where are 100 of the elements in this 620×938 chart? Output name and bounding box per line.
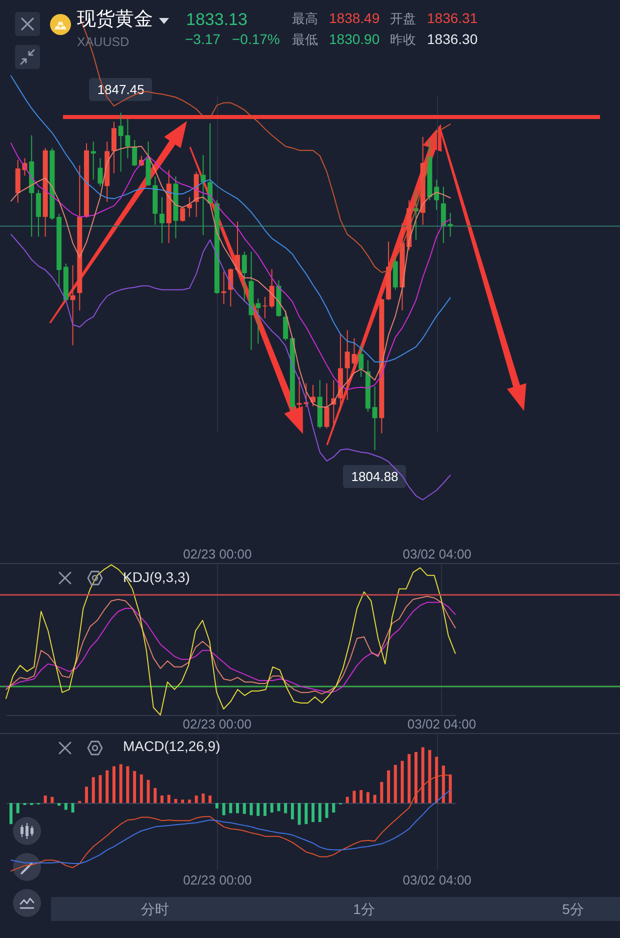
bar	[126, 766, 130, 803]
text: 分时	[141, 901, 169, 917]
bar	[146, 780, 150, 803]
bar	[44, 796, 47, 803]
candlestick	[90, 141, 96, 180]
bar	[366, 792, 370, 803]
text: 1836.30	[427, 31, 478, 47]
x-tick-label: 02/23 00:00	[183, 872, 252, 888]
bar	[448, 774, 452, 803]
text: 开盘	[390, 11, 416, 26]
bar	[414, 752, 418, 803]
candlestick	[283, 310, 288, 341]
candlestick	[372, 386, 378, 450]
candlestick	[200, 154, 206, 236]
candlestick	[160, 196, 165, 244]
candlestick	[235, 221, 240, 272]
bar	[208, 796, 212, 803]
bar	[256, 803, 260, 816]
bar	[400, 760, 404, 803]
bar	[133, 771, 136, 803]
bar	[380, 782, 384, 803]
candlestick	[434, 179, 440, 210]
bar	[188, 800, 191, 803]
bar	[112, 766, 116, 803]
text: 1836.31	[427, 10, 478, 26]
x-tick-label: 02/23 00:00	[183, 546, 252, 562]
candlestick	[132, 140, 138, 167]
bar	[346, 796, 349, 803]
candlestick	[98, 158, 103, 186]
bar	[92, 777, 95, 803]
text: −0.17%	[232, 31, 280, 47]
bar	[194, 796, 198, 803]
candlestick	[208, 122, 213, 206]
candlestick	[242, 251, 247, 302]
bar	[270, 803, 274, 813]
bar	[284, 803, 288, 814]
bar	[332, 803, 336, 813]
bar	[421, 747, 424, 803]
candlestick	[262, 296, 268, 319]
bar	[304, 803, 308, 824]
bar	[222, 803, 226, 816]
x-tick-label: 02/23 00:00	[182, 716, 252, 732]
bar	[373, 794, 376, 803]
candlestick	[36, 189, 41, 238]
candlestick	[440, 186, 446, 244]
bar	[50, 796, 54, 803]
text: 1838.49	[329, 10, 380, 26]
bar	[352, 790, 356, 803]
bar	[64, 803, 68, 810]
bar	[387, 770, 390, 803]
candlestick	[228, 268, 234, 307]
bar	[85, 786, 88, 803]
text: 1分	[353, 901, 375, 917]
bar	[119, 764, 122, 803]
bar	[435, 756, 438, 803]
bar	[394, 764, 397, 803]
candlestick	[448, 212, 453, 238]
bar	[202, 793, 205, 803]
bar	[408, 754, 411, 803]
bar	[263, 803, 266, 816]
x-tick-label: 03/02 04:00	[402, 872, 472, 888]
bar	[71, 803, 74, 813]
candlestick	[221, 271, 226, 305]
text: 1833.13	[186, 10, 248, 29]
bar	[229, 803, 232, 814]
bar	[442, 766, 445, 803]
candlestick	[70, 264, 76, 346]
bar	[106, 770, 109, 803]
bar	[174, 798, 178, 803]
bar	[298, 803, 301, 825]
text: 最高	[292, 11, 318, 26]
bar	[58, 803, 61, 806]
text: 最低	[292, 32, 318, 47]
text: 昨收	[390, 32, 416, 47]
bar	[312, 803, 315, 822]
bar	[277, 803, 280, 812]
bar	[428, 750, 432, 803]
bar	[140, 774, 143, 803]
bar	[98, 775, 102, 803]
bar	[215, 803, 218, 808]
candlestick	[324, 382, 330, 429]
bar	[16, 803, 20, 814]
bar	[167, 794, 170, 803]
text: 5分	[562, 901, 584, 917]
x-tick-label: 03/02 04:00	[402, 546, 472, 562]
bar	[360, 790, 363, 803]
chart-title: KDJ(9,3,3)	[123, 569, 190, 585]
bar	[10, 803, 12, 824]
text: −3.17	[185, 31, 220, 47]
candlestick	[180, 206, 186, 222]
bar	[318, 803, 322, 822]
candlestick	[358, 344, 364, 378]
candlestick	[269, 268, 274, 309]
candlestick	[256, 298, 261, 344]
bar	[325, 803, 328, 818]
chart-title: MACD(12,26,9)	[123, 738, 220, 754]
bar	[181, 800, 184, 803]
bar	[154, 788, 157, 803]
x-tick-label: 03/02 04:00	[407, 716, 476, 732]
bar	[160, 796, 164, 803]
